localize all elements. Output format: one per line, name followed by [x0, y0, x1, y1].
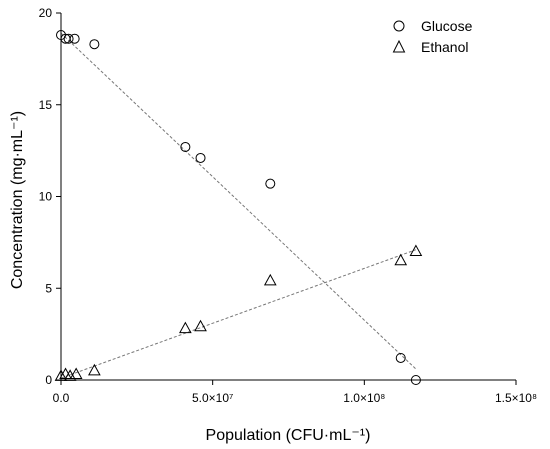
series-1-point-7: [263, 273, 277, 286]
x-tick-label-1: 5.0×10⁷: [192, 391, 233, 405]
y-tick-label-0: 0: [45, 373, 52, 387]
x-tick-label-2: 1.0×10⁸: [343, 391, 385, 405]
legend-label-glucose: Glucose: [421, 18, 473, 34]
fit-line-1: [60, 249, 417, 379]
x-axis-ticks: 0.0 5.0×10⁷ 1.0×10⁸ 1.5×10⁸: [53, 380, 537, 405]
y-tick-label-1: 5: [45, 281, 52, 295]
series-1-point-4: [88, 363, 101, 376]
series-1-point-5: [179, 321, 192, 334]
data-markers: [54, 30, 423, 385]
x-axis-label: Population (CFU·mL⁻¹): [206, 427, 371, 444]
series-0-point-4: [89, 39, 100, 50]
series-0-point-2: [63, 33, 74, 44]
y-axis-ticks: 0 5 10 15 20: [39, 6, 61, 387]
legend-triangle-marker: [392, 39, 406, 53]
legend-circle-marker: [393, 20, 405, 32]
series-1-point-3: [69, 367, 83, 379]
legend: Glucose Ethanol: [392, 18, 473, 55]
y-tick-label-2: 10: [39, 190, 53, 204]
fit-line-0: [60, 32, 417, 370]
series-1-point-6: [194, 319, 207, 332]
series-1-point-1: [59, 367, 72, 379]
series-1-point-9: [409, 244, 423, 257]
series-0-point-3: [69, 33, 80, 44]
series-0-point-5: [180, 141, 191, 152]
y-tick-label-4: 20: [39, 6, 53, 20]
y-tick-label-3: 15: [39, 98, 53, 112]
series-1-point-8: [394, 253, 408, 266]
series-0-point-8: [395, 352, 406, 363]
y-axis-label: Concentration (mg·mL⁻¹): [9, 111, 26, 289]
series-0-point-6: [195, 152, 206, 163]
x-tick-label-3: 1.5×10⁸: [495, 391, 537, 405]
x-tick-label-0: 0.0: [53, 391, 70, 405]
fit-lines: [60, 32, 417, 379]
legend-label-ethanol: Ethanol: [421, 39, 468, 55]
series-0-point-7: [265, 178, 276, 189]
